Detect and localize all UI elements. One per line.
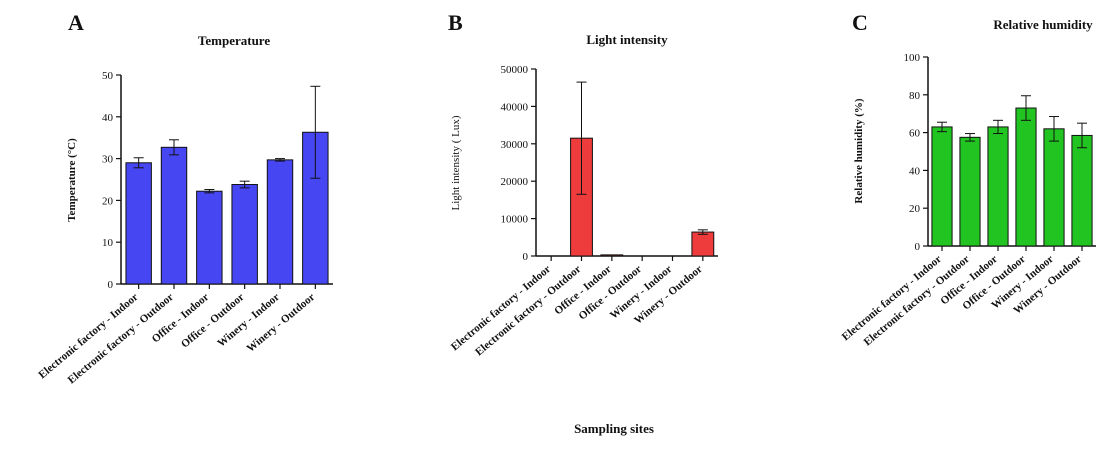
bar (931, 126, 953, 247)
panel-letter: A (68, 10, 84, 35)
bar (196, 190, 223, 285)
y-tick-label: 0 (523, 251, 529, 263)
y-tick-label: 0 (108, 279, 114, 291)
y-tick-label: 40 (102, 112, 114, 124)
y-tick-label: 20 (909, 203, 921, 215)
y-tick-label: 60 (909, 128, 921, 140)
bar (959, 136, 981, 247)
panel-letter: C (852, 10, 868, 35)
bar (1043, 128, 1065, 247)
chart-title: Light intensity (586, 32, 668, 47)
bar (691, 231, 715, 257)
y-axis-label: Temperature (°C) (66, 138, 78, 222)
x-tick-label: Office - Outdoor (179, 291, 247, 351)
chart-title: Relative humidity (993, 17, 1093, 32)
y-tick-label: 20000 (501, 176, 529, 188)
bar (125, 162, 152, 285)
bar (266, 159, 294, 285)
y-tick-label: 80 (909, 90, 921, 102)
y-tick-label: 50 (102, 70, 114, 82)
bar (1015, 107, 1037, 247)
bar (1071, 134, 1093, 247)
x-tick-label: Winery - Indoor (215, 291, 282, 350)
panel-letter: B (448, 10, 463, 35)
y-tick-label: 20 (102, 195, 114, 207)
bar (231, 184, 258, 285)
y-tick-label: 50000 (501, 64, 529, 76)
y-tick-label: 40000 (501, 101, 529, 113)
shared-x-axis-label: Sampling sites (574, 421, 654, 436)
y-tick-label: 10000 (501, 214, 529, 226)
y-tick-label: 100 (904, 52, 921, 64)
bar (600, 254, 624, 257)
y-tick-label: 40 (909, 165, 921, 177)
y-tick-label: 30000 (501, 139, 529, 151)
y-tick-label: 10 (102, 237, 114, 249)
bar (160, 146, 188, 285)
y-tick-label: 0 (915, 241, 921, 253)
chart-title: Temperature (198, 33, 270, 48)
bar (987, 126, 1009, 247)
y-tick-label: 30 (102, 154, 114, 166)
y-axis-label: Relative humidity (%) (853, 98, 865, 203)
y-axis-label: Light intensity ( Lux) (450, 115, 462, 210)
